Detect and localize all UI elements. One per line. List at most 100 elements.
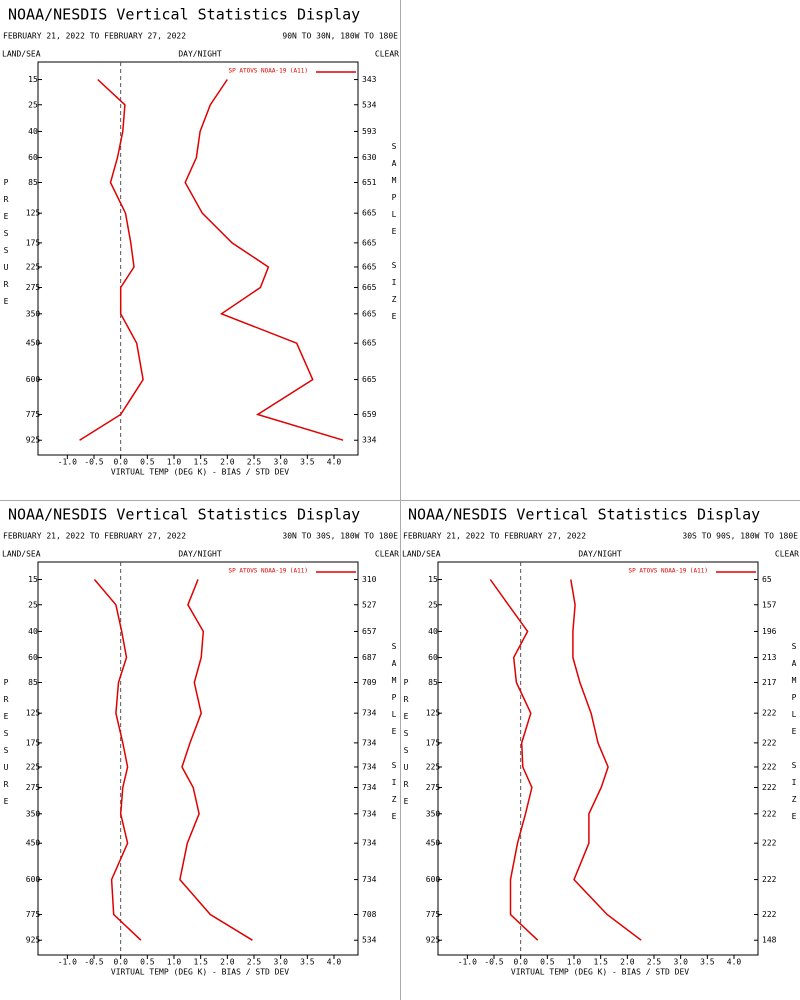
y-tick-label: 125: [26, 209, 41, 218]
x-tick-label: 0.0: [513, 958, 528, 967]
y-tick-label: 275: [26, 283, 41, 292]
sample-size-label: 734: [362, 709, 377, 718]
y-axis-label: PRESSURE: [402, 678, 411, 814]
y-tick-label: 350: [426, 809, 441, 818]
chart-panel: NOAA/NESDIS Vertical Statistics Display F…: [402, 506, 800, 977]
x-tick-label: 0.5: [540, 958, 555, 967]
sample-size-label: 217: [762, 678, 777, 687]
sample-size-label: 222: [762, 910, 777, 919]
y-tick-label: 15: [28, 575, 38, 584]
y2-axis-label: SAMPLE SIZE: [390, 142, 399, 329]
sample-size-label: 593: [362, 127, 377, 136]
x-tick-label: -0.5: [84, 458, 103, 467]
clear: CLEAR: [775, 550, 799, 559]
chart-title: NOAA/NESDIS Vertical Statistics Display: [8, 6, 360, 24]
y-tick-label: 175: [26, 238, 41, 247]
series-line: [489, 579, 539, 941]
sample-size-label: 222: [762, 709, 777, 718]
land-sea: LAND/SEA: [402, 550, 441, 559]
y-tick-label: 600: [26, 375, 41, 384]
x-tick-label: -1.0: [458, 958, 477, 967]
y-tick-label: 450: [26, 839, 41, 848]
sample-size-label: 213: [762, 653, 777, 662]
y-tick-label: 925: [26, 936, 41, 945]
series-line: [570, 579, 642, 941]
y-tick-label: 175: [26, 738, 41, 747]
sample-size-label: 665: [362, 262, 377, 271]
sample-size-label: 65: [762, 575, 772, 584]
y-tick-label: 225: [26, 262, 41, 271]
y-tick-label: 600: [426, 875, 441, 884]
y-tick-label: 15: [28, 75, 38, 84]
x-tick-label: 0.5: [140, 958, 155, 967]
x-axis-label: VIRTUAL TEMP (DEG K) - BIAS / STD DEV: [511, 968, 689, 977]
sample-size-label: 665: [362, 309, 377, 318]
day-night: DAY/NIGHT: [178, 550, 222, 559]
y-tick-label: 40: [28, 127, 38, 136]
x-axis-label: VIRTUAL TEMP (DEG K) - BIAS / STD DEV: [111, 968, 289, 977]
x-tick-label: 2.0: [220, 458, 235, 467]
x-tick-label: 3.5: [300, 958, 315, 967]
y-axis-label: PRESSURE: [2, 678, 11, 814]
y2-axis-label: SAMPLE SIZE: [790, 642, 799, 829]
sample-size-label: 310: [362, 575, 377, 584]
y-tick-label: 350: [26, 309, 41, 318]
y-tick-label: 350: [26, 809, 41, 818]
x-tick-label: 4.0: [327, 458, 342, 467]
y-tick-label: 600: [26, 875, 41, 884]
sample-size-label: 665: [362, 283, 377, 292]
y-tick-label: 275: [426, 783, 441, 792]
y-tick-label: 25: [28, 100, 38, 109]
series-line: [93, 579, 142, 941]
sample-size-label: 734: [362, 809, 377, 818]
y-tick-label: 60: [28, 653, 38, 662]
x-tick-label: 0.0: [113, 458, 128, 467]
y-tick-label: 25: [28, 600, 38, 609]
sample-size-label: 687: [362, 653, 377, 662]
y-tick-label: 125: [26, 709, 41, 718]
sample-size-label: 651: [362, 178, 377, 187]
x-tick-label: 4.0: [327, 958, 342, 967]
sample-size-label: 334: [362, 436, 377, 445]
sample-size-label: 630: [362, 153, 377, 162]
date-range: FEBRUARY 21, 2022 TO FEBRUARY 27, 2022: [3, 32, 186, 41]
y-tick-label: 175: [426, 738, 441, 747]
sample-size-label: 708: [362, 910, 377, 919]
y-tick-label: 775: [426, 910, 441, 919]
x-tick-label: 1.0: [167, 458, 182, 467]
x-axis-label: VIRTUAL TEMP (DEG K) - BIAS / STD DEV: [111, 468, 289, 477]
y-tick-label: 225: [26, 762, 41, 771]
x-tick-label: 0.5: [140, 458, 155, 467]
x-tick-label: -0.5: [484, 958, 503, 967]
x-tick-label: 3.5: [700, 958, 715, 967]
sample-size-label: 534: [362, 936, 377, 945]
sample-size-label: 657: [362, 627, 377, 636]
day-night: DAY/NIGHT: [578, 550, 622, 559]
x-tick-label: 3.0: [273, 958, 288, 967]
y-tick-label: 925: [26, 436, 41, 445]
day-night: DAY/NIGHT: [178, 50, 222, 59]
y-tick-label: 450: [426, 839, 441, 848]
sample-size-label: 222: [762, 809, 777, 818]
y-tick-label: 40: [428, 627, 438, 636]
x-tick-label: 2.0: [620, 958, 635, 967]
sample-size-label: 157: [762, 600, 777, 609]
x-tick-label: 0.0: [113, 958, 128, 967]
x-tick-label: 1.5: [593, 958, 608, 967]
x-tick-label: 2.5: [647, 958, 662, 967]
sample-size-label: 665: [362, 375, 377, 384]
y-tick-label: 85: [28, 678, 38, 687]
panel-divider: [0, 500, 800, 501]
date-range: FEBRUARY 21, 2022 TO FEBRUARY 27, 2022: [3, 532, 186, 541]
y-tick-label: 775: [26, 910, 41, 919]
sample-size-label: 709: [362, 678, 377, 687]
sample-size-label: 734: [362, 783, 377, 792]
chart-panel: NOAA/NESDIS Vertical Statistics Display F…: [2, 6, 400, 477]
sample-size-label: 343: [362, 75, 377, 84]
y-tick-label: 25: [428, 600, 438, 609]
x-tick-label: 2.0: [220, 958, 235, 967]
chart-panel: NOAA/NESDIS Vertical Statistics Display F…: [2, 506, 400, 977]
sample-size-label: 659: [362, 410, 377, 419]
sample-size-label: 534: [362, 100, 377, 109]
sample-size-label: 665: [362, 209, 377, 218]
